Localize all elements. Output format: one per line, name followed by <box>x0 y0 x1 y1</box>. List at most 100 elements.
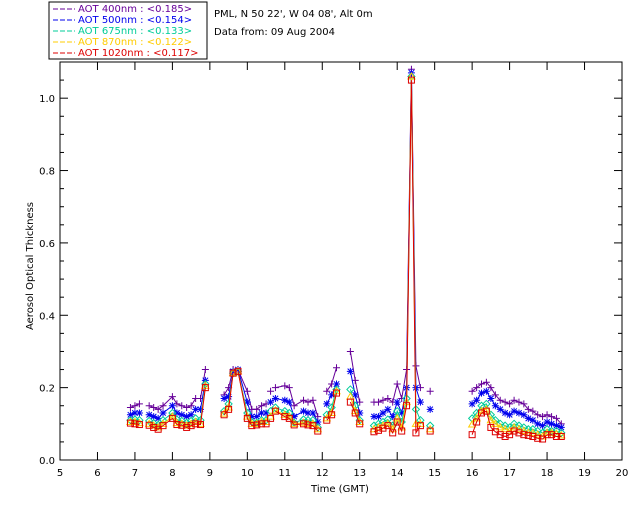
data-point <box>552 426 561 436</box>
data-point <box>478 380 485 388</box>
data-point <box>131 420 139 428</box>
data-point <box>248 413 256 421</box>
data-point <box>539 422 547 430</box>
data-point <box>482 407 490 415</box>
x-tick-label: 12 <box>316 468 329 479</box>
data-point <box>267 398 275 406</box>
data-point <box>490 419 500 427</box>
data-point <box>426 405 434 413</box>
data-point <box>131 402 139 410</box>
y-axis-title: Aerosol Optical Thickness <box>25 202 36 330</box>
data-point <box>491 391 499 399</box>
data-point <box>285 384 293 392</box>
data-point <box>253 413 261 421</box>
x-tick-label: 8 <box>169 468 175 479</box>
data-point <box>135 421 143 429</box>
data-point <box>351 391 359 399</box>
data-point <box>473 418 481 426</box>
x-tick-label: 7 <box>132 468 138 479</box>
y-tick-label: 1.0 <box>39 94 55 105</box>
data-point <box>234 367 242 375</box>
data-point <box>159 402 167 410</box>
data-point <box>183 404 191 412</box>
series-line <box>148 387 206 430</box>
data-point <box>266 412 275 420</box>
data-point <box>159 422 167 430</box>
site-info: PML, N 50 22', W 04 08', Alt 0m <box>214 9 373 20</box>
data-point <box>243 387 251 395</box>
data-point <box>398 409 406 417</box>
data-point <box>374 413 382 421</box>
data-point <box>183 423 191 431</box>
data-point <box>220 394 228 402</box>
data-point <box>323 416 331 424</box>
x-tick-label: 20 <box>616 468 629 479</box>
x-tick-label: 19 <box>578 468 591 479</box>
data-point <box>520 400 528 408</box>
data-point <box>154 405 162 413</box>
data-point <box>506 431 514 439</box>
series-line <box>373 80 421 435</box>
data-point <box>333 380 341 388</box>
y-tick-label: 0.0 <box>39 456 55 467</box>
data-point <box>300 420 308 428</box>
data-point <box>177 416 186 426</box>
x-tick-label: 14 <box>391 468 404 479</box>
data-point <box>529 432 537 440</box>
data-point <box>144 419 154 427</box>
data-point <box>258 409 266 417</box>
data-point <box>495 422 505 431</box>
data-point <box>248 422 256 430</box>
data-point <box>183 413 191 421</box>
data-point <box>557 423 565 431</box>
data-point <box>262 409 270 417</box>
data-point <box>145 411 153 419</box>
data-point <box>145 421 153 429</box>
data-point <box>425 424 435 433</box>
data-point <box>548 413 556 421</box>
data-point <box>534 411 542 419</box>
data-point <box>500 424 510 433</box>
data-point <box>425 421 435 430</box>
data-point <box>351 409 359 417</box>
legend-entry: AOT 675nm : <0.133> <box>78 26 192 37</box>
data-point <box>267 414 275 422</box>
data-point <box>487 394 495 402</box>
series-line <box>275 410 319 432</box>
data-point <box>515 398 523 406</box>
series-4 <box>126 71 566 440</box>
data-point <box>384 405 392 413</box>
data-point <box>524 405 532 413</box>
data-point <box>416 422 424 430</box>
data-point <box>285 414 293 422</box>
legend-entry: AOT 400nm : <0.185> <box>78 4 192 15</box>
data-point <box>543 431 551 439</box>
data-point <box>243 398 251 406</box>
data-point <box>159 409 167 417</box>
data-point <box>168 414 176 422</box>
y-tick-label: 0.8 <box>39 167 55 178</box>
data-point <box>135 415 144 425</box>
data-point <box>300 396 308 404</box>
data-point <box>290 413 298 421</box>
axes: 5 6 7 8 9 10 11 12 13 14 15 16 17 18 19 20 0.0 0.2 0.4 0.6 0… <box>39 61 629 479</box>
data-point <box>262 420 270 428</box>
data-point <box>271 384 279 392</box>
data-point <box>355 417 365 426</box>
data-point <box>290 402 298 410</box>
data-point <box>323 387 331 395</box>
data-point <box>150 404 158 412</box>
data-point <box>482 387 490 395</box>
data-point <box>201 384 209 392</box>
data-point <box>520 431 528 439</box>
data-point <box>300 407 308 415</box>
data-point <box>281 396 289 404</box>
legend-entry: AOT 870nm : <0.122> <box>78 37 192 48</box>
data-point <box>403 402 411 410</box>
data-point <box>201 366 209 374</box>
data-point <box>407 76 415 84</box>
date-info: Data from: 09 Aug 2004 <box>214 27 335 38</box>
data-point <box>478 389 485 397</box>
series-line <box>275 409 319 430</box>
series-2 <box>126 69 565 431</box>
